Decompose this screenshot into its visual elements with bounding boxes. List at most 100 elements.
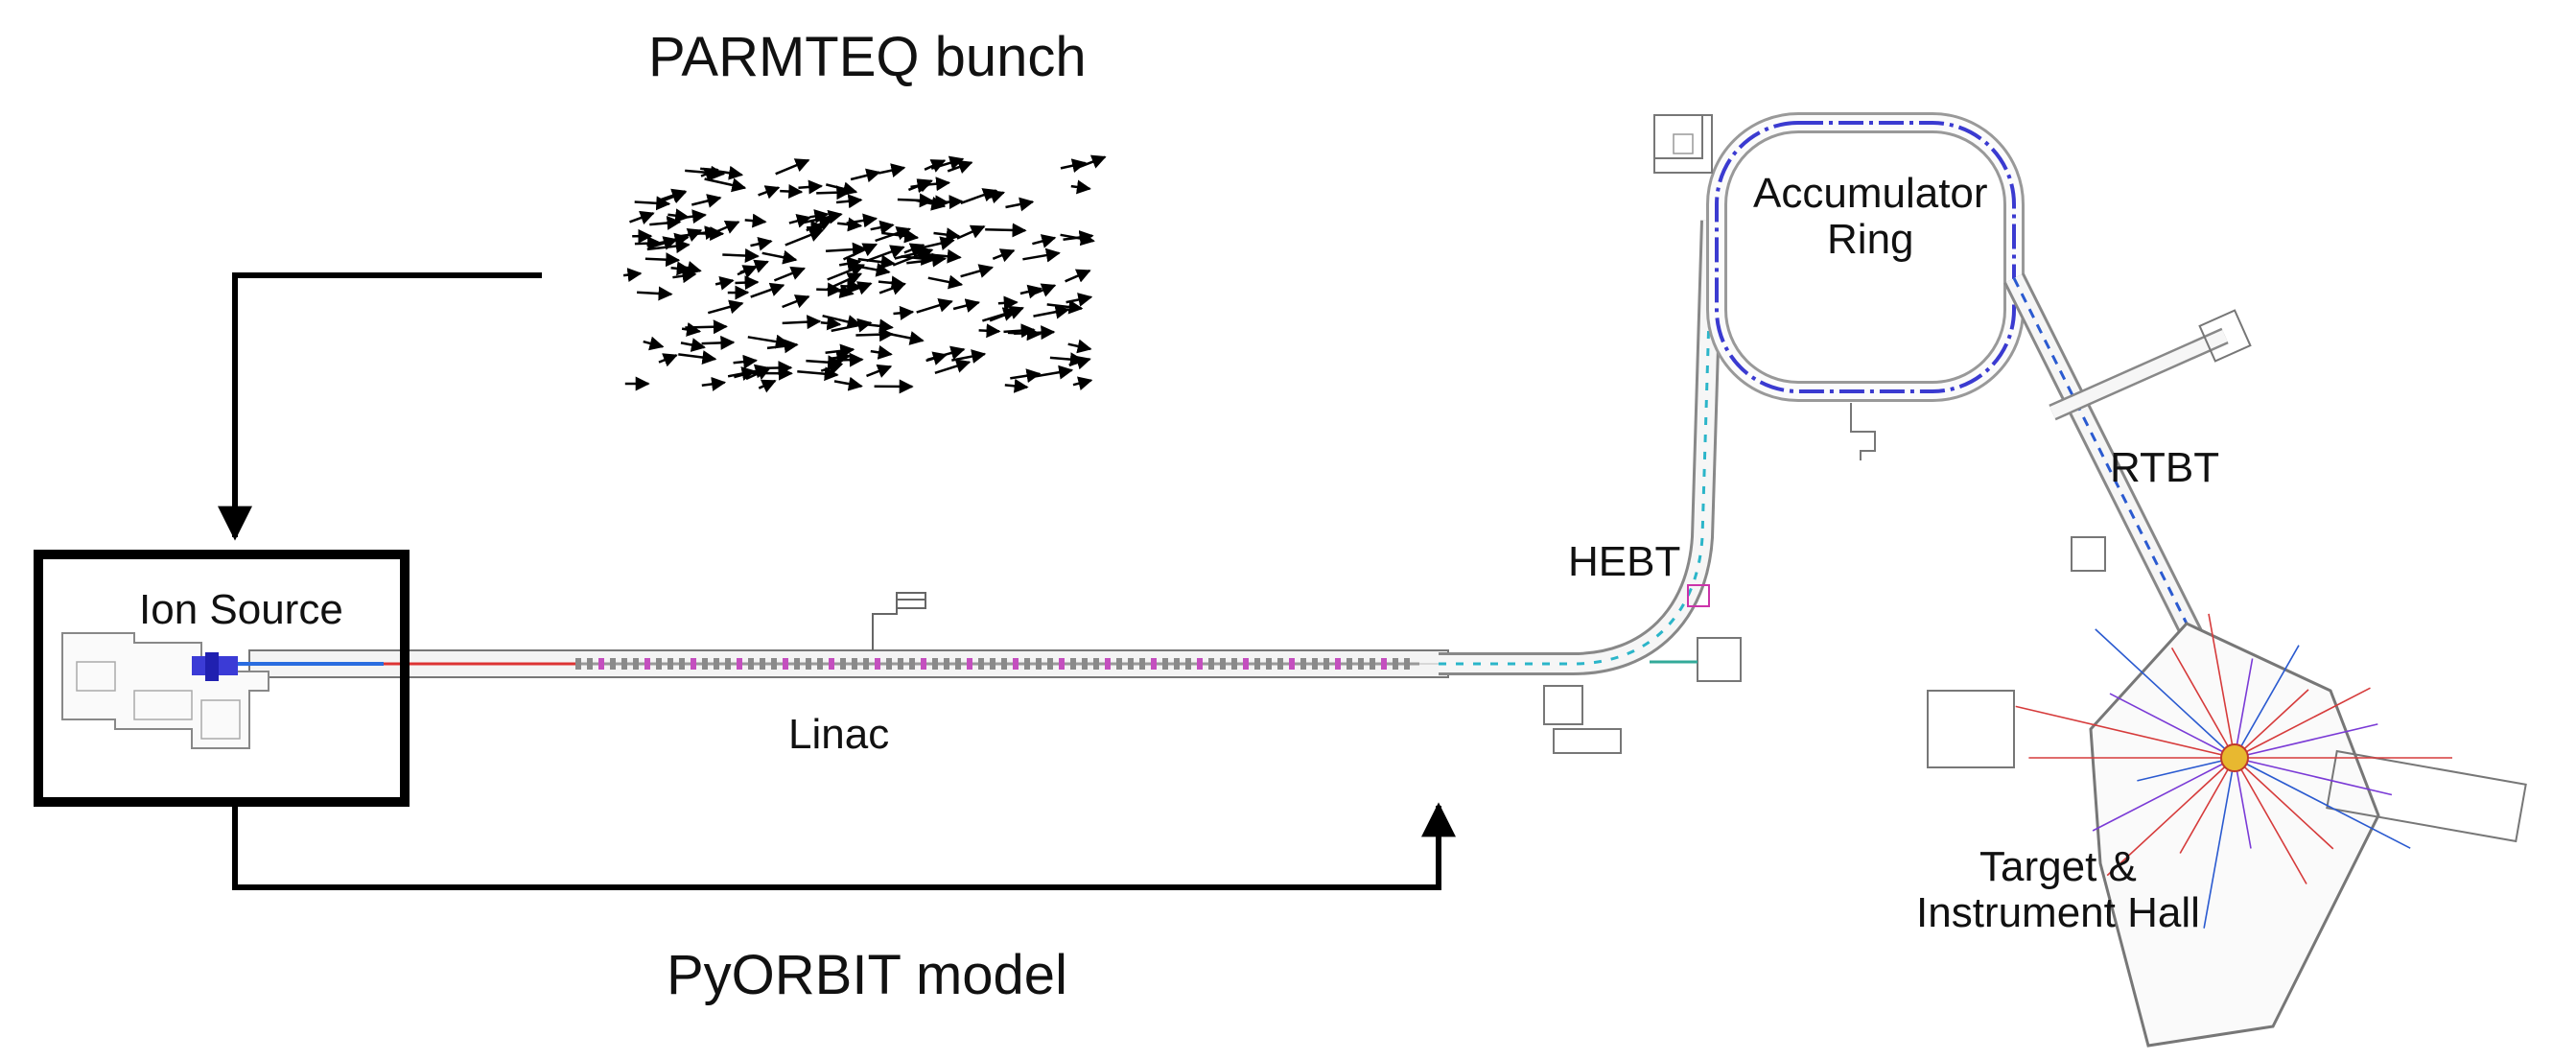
linac-cell — [667, 658, 673, 670]
linac-cell — [1220, 658, 1226, 670]
particle-arrow — [953, 302, 979, 309]
particle-arrow — [878, 168, 904, 174]
linac-cell — [714, 658, 719, 670]
linac-cell — [990, 658, 995, 670]
particle-arrow — [1074, 157, 1105, 170]
linac-cell — [610, 658, 616, 670]
particle-arrow — [691, 198, 720, 204]
linac-cell — [1300, 658, 1306, 670]
particle-arrow — [985, 229, 1025, 230]
linac-cell — [817, 658, 823, 670]
particle-arrow — [1066, 271, 1090, 281]
particle-arrow — [855, 334, 892, 335]
bunch-to-ion-source-arrow — [235, 275, 542, 537]
particle-arrow — [951, 354, 985, 361]
particle-arrow — [888, 334, 923, 341]
linac-cell — [621, 658, 627, 670]
linac-cell — [1024, 658, 1030, 670]
particle-arrow — [858, 259, 895, 264]
linac-cell — [1231, 658, 1237, 670]
linac-cell — [978, 658, 984, 670]
particle-arrow — [961, 268, 993, 276]
particle-arrow — [826, 349, 854, 353]
particle-arrow — [878, 282, 904, 285]
particle-arrow — [686, 215, 705, 218]
ion-source-label: Ion Source — [139, 587, 343, 633]
particle-arrow — [844, 245, 877, 260]
linac-cell — [1266, 658, 1272, 670]
linac-cell — [1013, 658, 1019, 670]
linac-cell — [575, 658, 581, 670]
hebt-label: HEBT — [1568, 539, 1680, 585]
particle-arrow — [1004, 330, 1035, 332]
linac-cell — [1323, 658, 1329, 670]
linac-cell — [737, 658, 742, 670]
particle-arrow — [837, 224, 860, 226]
linac-cell — [1243, 658, 1249, 670]
particle-arrow — [649, 222, 680, 224]
linac-cell — [691, 658, 696, 670]
pyorbit-model-label: PyORBIT model — [667, 945, 1067, 1006]
particle-arrow — [847, 219, 877, 224]
linac-cell — [1162, 658, 1168, 670]
particle-arrow — [759, 188, 779, 196]
linac-cell — [702, 658, 708, 670]
linac-cell — [1116, 658, 1122, 670]
particle-arrow — [998, 302, 1017, 303]
linac-cell — [967, 658, 972, 670]
linac-cell — [679, 658, 685, 670]
particle-arrow — [826, 184, 856, 192]
particle-arrow — [767, 344, 797, 348]
linac-cell — [1335, 658, 1341, 670]
particle-arrow — [879, 284, 904, 294]
particle-arrow — [917, 301, 952, 312]
linac-cell — [656, 658, 662, 670]
linac-cell — [1174, 658, 1180, 670]
particle-arrow — [831, 356, 850, 359]
particle-arrow — [681, 342, 705, 347]
particle-arrow — [630, 213, 654, 222]
linac-cell — [1139, 658, 1145, 670]
particle-arrow — [1022, 253, 1059, 260]
particle-arrow — [934, 233, 960, 236]
linac-cell — [760, 658, 765, 670]
linac-cell — [886, 658, 892, 670]
particle-arrow — [722, 255, 758, 257]
linac-cell — [1059, 658, 1065, 670]
linac-cell — [1185, 658, 1191, 670]
particle-arrow — [799, 186, 822, 188]
particle-arrow — [993, 250, 1014, 259]
target-hall-label: Target & Instrument Hall — [1916, 844, 2200, 937]
linac-cell — [1047, 658, 1053, 670]
particle-arrow — [748, 337, 789, 343]
particle-arrow — [645, 259, 679, 260]
linac-cell — [1197, 658, 1203, 670]
particle-arrow — [833, 360, 862, 361]
linac-cell — [1128, 658, 1134, 670]
particle-arrow — [1008, 333, 1041, 334]
particle-arrow — [797, 371, 837, 375]
target-hall — [1928, 614, 2526, 1046]
particle-arrow — [836, 200, 861, 202]
particle-arrow — [840, 286, 859, 287]
particle-arrow — [635, 202, 669, 204]
linac-cell — [852, 658, 857, 670]
linac-tunnel — [249, 593, 1448, 677]
particle-arrow — [979, 330, 999, 331]
particle-arrow — [656, 192, 686, 203]
particle-arrow — [821, 365, 842, 371]
linac-cell — [806, 658, 811, 670]
linac-cell — [794, 658, 800, 670]
linac-cell — [1070, 658, 1076, 670]
particle-arrow — [635, 243, 661, 244]
particle-arrow — [705, 179, 745, 188]
linac-cell — [771, 658, 777, 670]
particle-arrow — [821, 322, 840, 324]
particle-arrow — [851, 173, 879, 179]
linac-cell — [725, 658, 731, 670]
particle-arrow — [734, 361, 757, 364]
particle-arrow — [1032, 238, 1055, 244]
linac-cell — [748, 658, 754, 670]
particle-arrow — [751, 241, 772, 246]
